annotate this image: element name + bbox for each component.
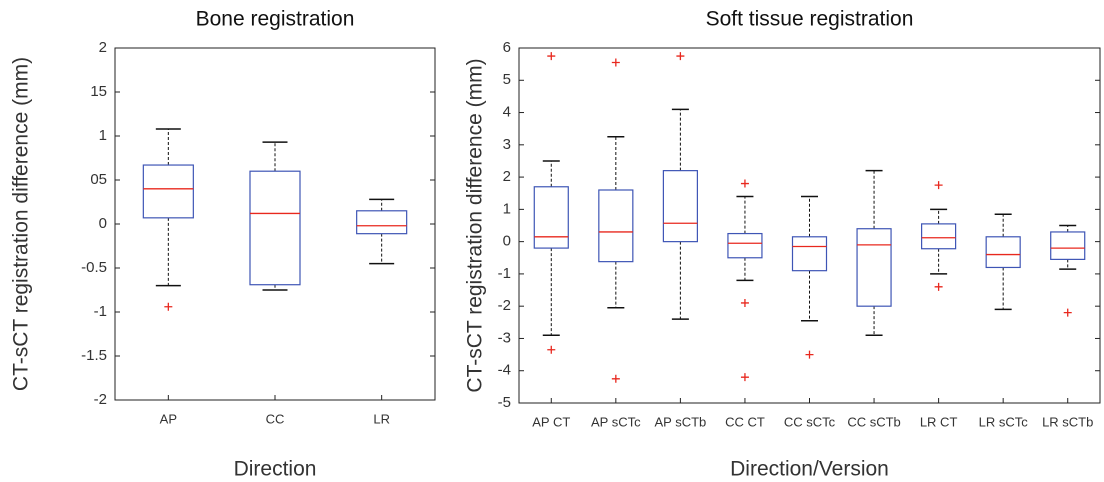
outlier	[1063, 308, 1072, 317]
y-tick-label: -0.5	[81, 259, 107, 276]
y-axis-label: CT-sCT registration difference (mm)	[464, 58, 487, 392]
y-tick-label: -4	[498, 362, 511, 379]
y-tick-label: -1	[498, 265, 511, 282]
box	[142, 164, 194, 219]
x-tick-label: AP sCTc	[591, 414, 641, 429]
y-tick-label: -5	[498, 394, 511, 411]
chart-title: Soft tissue registration	[706, 8, 914, 31]
y-tick-label: -2	[94, 391, 107, 408]
outlier	[547, 345, 556, 354]
outlier	[934, 181, 943, 190]
y-tick-label: 1	[503, 200, 511, 217]
y-tick-label: 0	[503, 233, 511, 250]
y-tick-label: 1	[99, 127, 107, 144]
y-tick-label: -3	[498, 329, 511, 346]
box	[856, 228, 892, 307]
outlier	[934, 282, 943, 291]
x-tick-label: CC	[266, 411, 285, 426]
plot: Bone registration Direction CT-sCT registr…	[10, 8, 436, 481]
y-tick-label: 3	[503, 136, 511, 153]
y-tick-label: 4	[503, 104, 511, 121]
x-tick-label: LR sCTb	[1042, 414, 1093, 429]
x-tick-label: LR	[373, 411, 390, 426]
y-tick-label: 15	[90, 83, 107, 100]
x-tick-label: LR sCTc	[979, 414, 1029, 429]
outlier	[611, 58, 620, 67]
x-axis-label: Direction	[234, 458, 317, 481]
plot: Soft tissue registration Direction/Versio…	[464, 8, 1101, 481]
box	[921, 223, 957, 250]
x-tick-label: LR CT	[920, 414, 958, 429]
x-tick-label: AP sCTb	[654, 414, 706, 429]
x-axis-label: Direction/Version	[730, 458, 889, 481]
box	[598, 189, 634, 263]
y-axis-label: CT-sCT registration difference (mm)	[10, 57, 33, 391]
x-tick-label: AP	[160, 411, 177, 426]
y-tick-label: 0	[99, 215, 107, 232]
box	[727, 232, 763, 259]
chart-title: Bone registration	[196, 8, 355, 31]
x-tick-label: CC sCTb	[847, 414, 900, 429]
x-tick-label: AP CT	[532, 414, 570, 429]
outlier	[611, 374, 620, 383]
box	[791, 236, 828, 272]
y-tick-label: -1.5	[81, 347, 107, 364]
y-tick-label: 2	[99, 39, 107, 56]
outlier	[740, 179, 749, 188]
y-tick-label: 5	[503, 71, 511, 88]
box	[985, 236, 1021, 269]
box	[1050, 231, 1086, 260]
outlier	[740, 373, 749, 382]
outlier	[547, 52, 556, 61]
x-tick-label: CC sCTc	[784, 414, 836, 429]
y-tick-label: 05	[90, 171, 107, 188]
box	[662, 170, 698, 243]
box	[356, 210, 408, 235]
box	[249, 170, 301, 286]
outlier	[740, 298, 749, 307]
y-tick-label: -1	[94, 303, 107, 320]
outlier	[805, 350, 814, 359]
outlier	[164, 302, 173, 311]
outlier	[676, 52, 685, 61]
y-tick-label: 2	[503, 168, 511, 185]
x-tick-label: CC CT	[725, 414, 765, 429]
y-tick-label: 6	[503, 39, 511, 56]
y-tick-label: -2	[498, 297, 511, 314]
box	[533, 186, 569, 249]
